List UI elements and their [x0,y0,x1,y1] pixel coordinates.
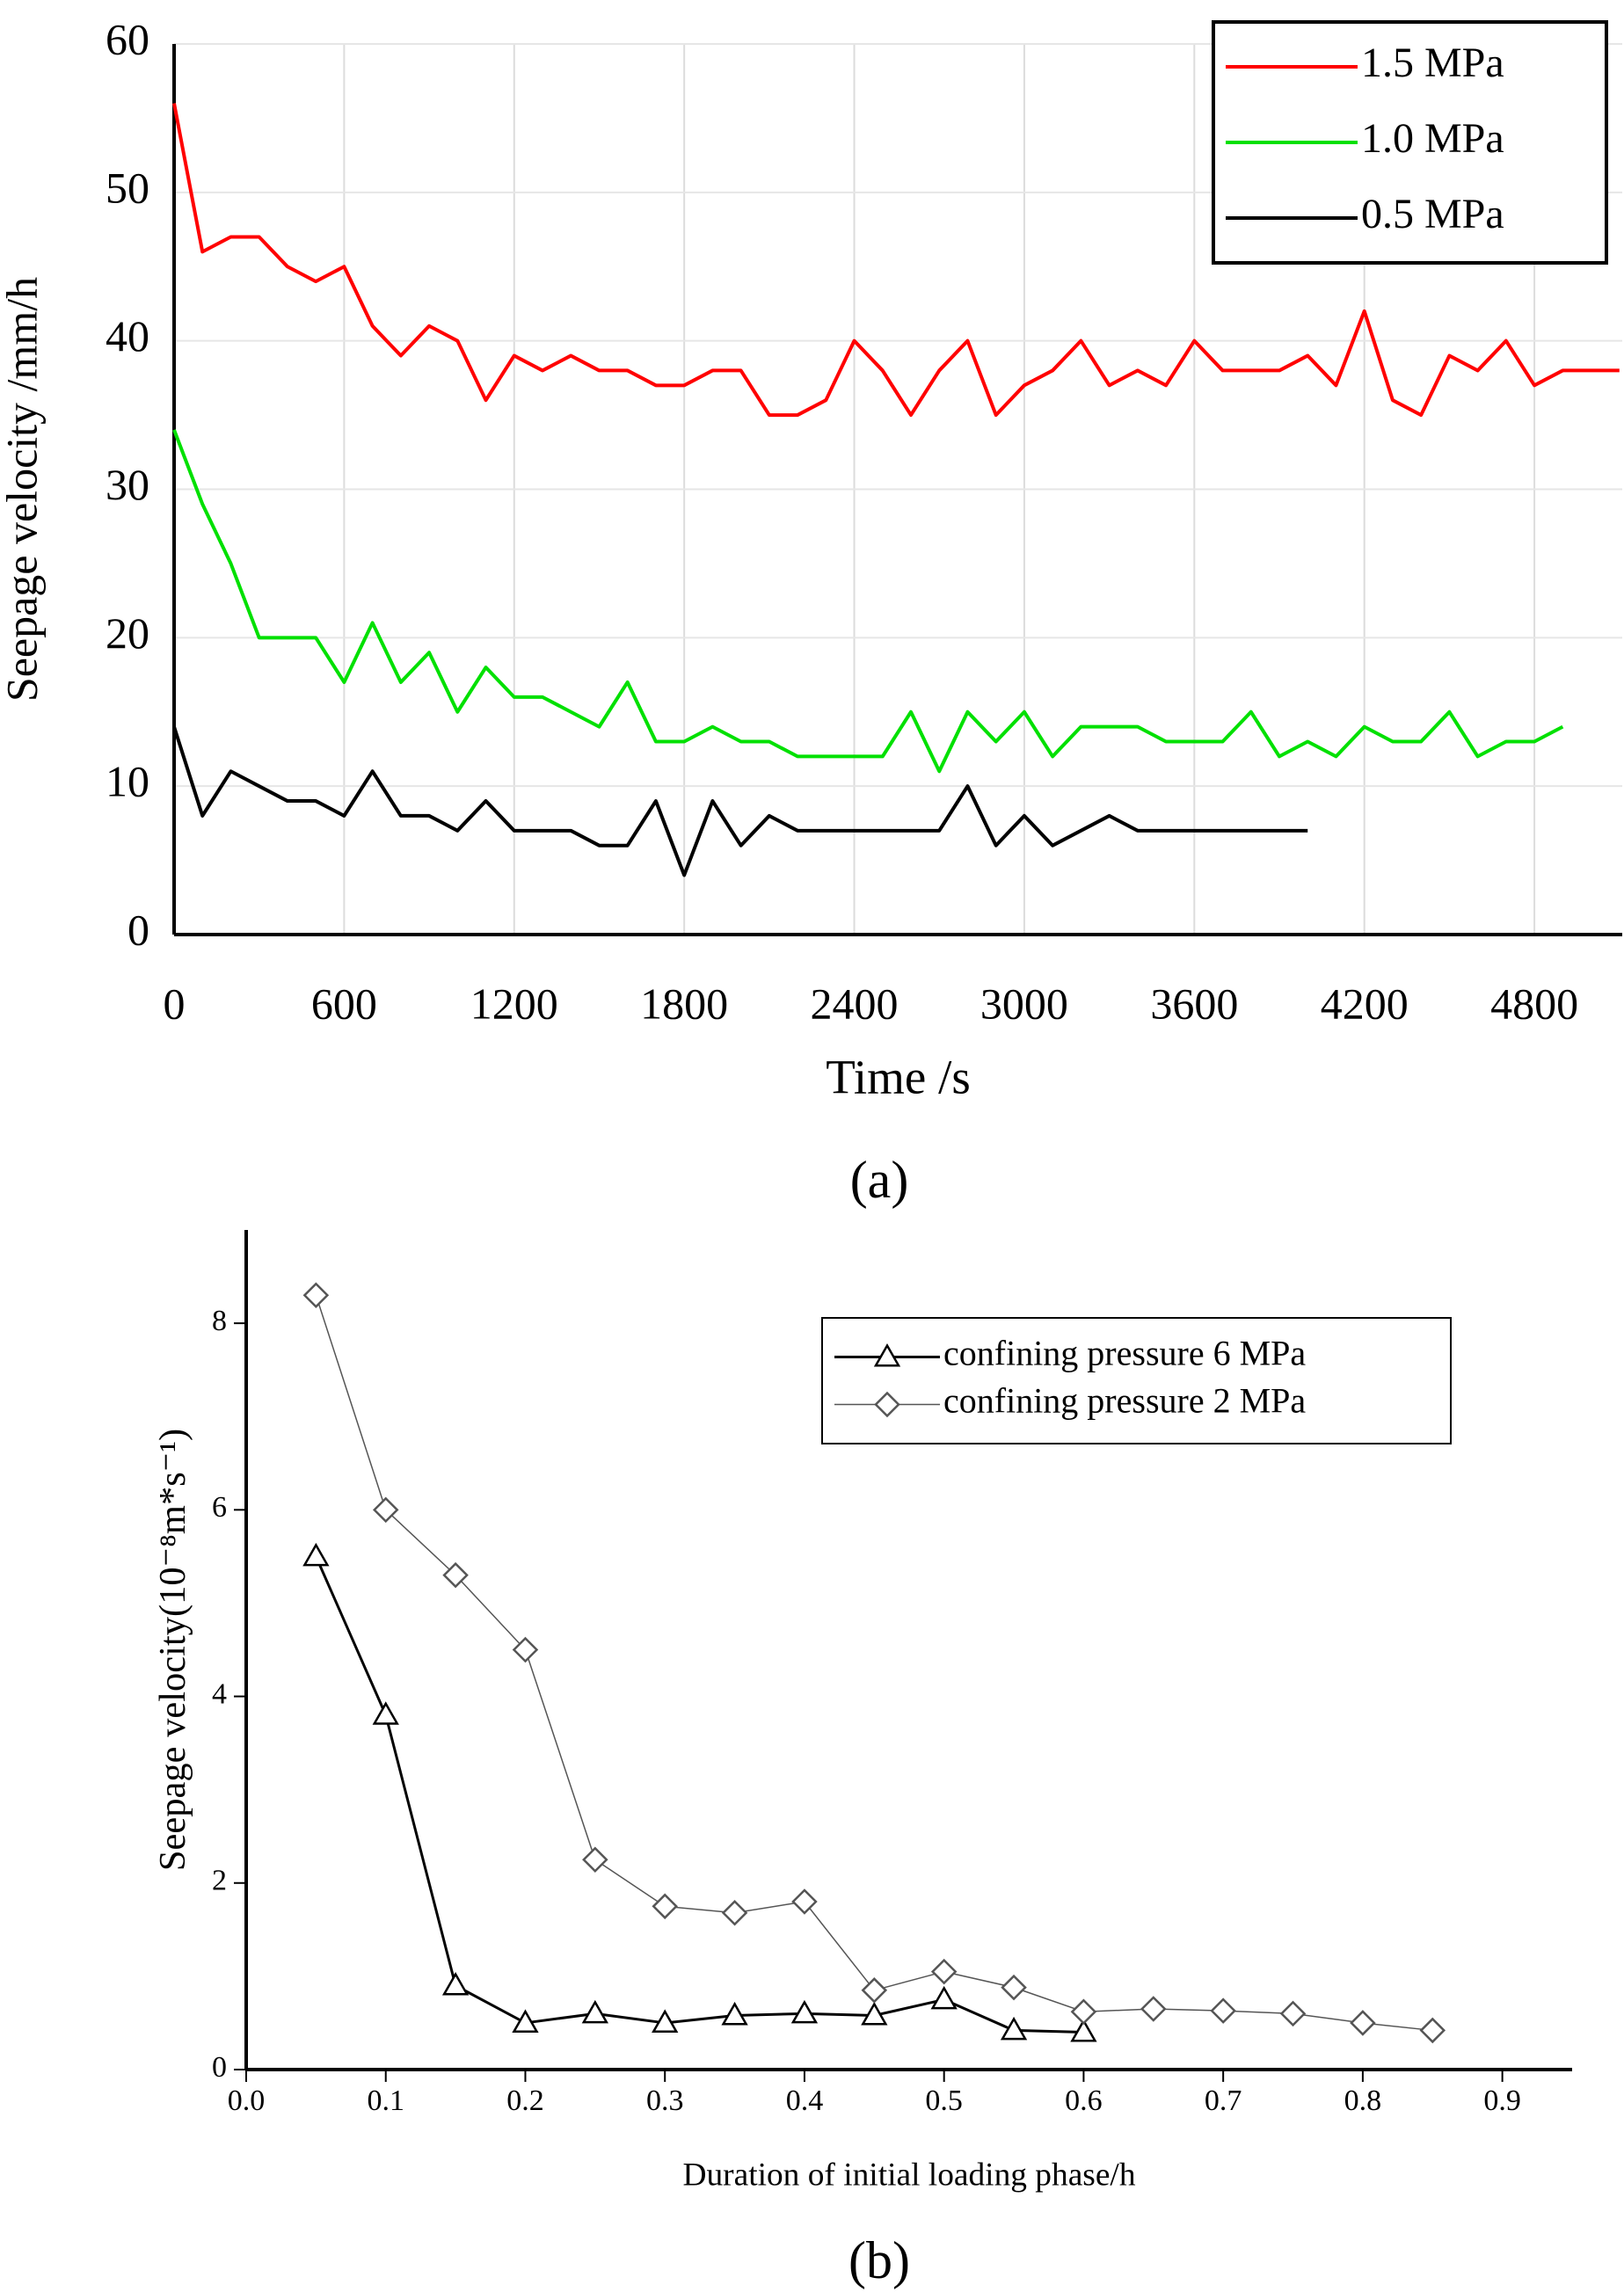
data-point [791,1888,818,1915]
data-point [930,1958,958,1985]
series-line [172,103,1620,418]
y-tick-label: 30 [106,460,149,509]
x-tick-label: 0.3 [646,2085,684,2117]
x-tick-label: 0.8 [1344,2085,1382,2117]
caption: (a) [850,1151,909,1209]
x-tick-label: 3000 [980,979,1068,1028]
series-line [314,1555,1084,2034]
legend-label: confining pressure 2 MPa [943,1381,1306,1421]
x-tick-label: 0.2 [506,2085,544,2117]
x-tick-label: 4200 [1321,979,1409,1028]
data-point [581,1999,608,2024]
legend-label: 1.5 MPa [1361,40,1504,86]
legend-marker [873,1342,901,1367]
data-point [302,1542,330,1567]
data-point [512,1636,539,1663]
data-point [652,1893,678,1920]
data-point [652,2009,679,2033]
x-tick-label: 4800 [1490,979,1578,1028]
y-axis-title: Seepage velocity(10⁻⁸m*s⁻¹) [152,1429,193,1871]
y-axis-title: Seepage velocity /mm/h [0,277,46,702]
legend-box [821,1317,1452,1444]
data-point [302,1282,330,1309]
x-tick-label: 0.1 [367,2085,404,2117]
y-tick-label: 0 [212,2051,227,2084]
x-tick-label: 0.0 [228,2085,266,2117]
series-line [172,726,1308,877]
data-point [1070,1998,1097,2025]
data-point [1140,1996,1167,2022]
series-line [172,429,1564,774]
x-axis-title: Time /s [826,1051,971,1104]
x-tick-label: 3600 [1150,979,1238,1028]
data-point [1279,2000,1307,2027]
x-tick-label: 0.4 [786,2085,824,2117]
data-point [930,1985,958,2010]
y-tick-label: 8 [212,1305,227,1337]
y-tick-label: 20 [106,608,149,658]
y-tick-label: 2 [212,1865,227,1897]
data-point [1350,2010,1376,2036]
legend-label: 1.0 MPa [1361,115,1504,162]
x-tick-label: 0.9 [1483,2085,1521,2117]
x-tick-label: 0 [164,979,186,1028]
legend-label: confining pressure 6 MPa [943,1334,1306,1373]
y-tick-label: 10 [106,757,149,806]
data-point [790,1999,819,2024]
data-point [721,1899,748,1926]
y-tick-label: 6 [212,1491,227,1524]
x-tick-label: 600 [311,979,377,1028]
x-tick-label: 2400 [811,979,899,1028]
data-point [372,1496,399,1524]
legend-marker [874,1391,900,1418]
x-tick-label: 0.5 [925,2085,963,2117]
data-point [441,1971,470,1996]
data-point [1210,1997,1236,2024]
y-tick-label: 60 [106,14,149,63]
data-point [512,2009,539,2033]
data-point [582,1846,608,1874]
y-tick-label: 0 [127,905,149,954]
x-tick-label: 1800 [640,979,728,1028]
y-tick-label: 50 [106,163,149,212]
x-tick-label: 0.7 [1205,2085,1242,2117]
data-point [372,1701,399,1725]
data-point [442,1561,469,1589]
data-point [861,2001,888,2026]
data-point [1419,2017,1446,2044]
x-tick-label: 1200 [470,979,558,1028]
data-point [1000,2016,1028,2041]
x-tick-label: 0.6 [1065,2085,1103,2117]
legend-label: 0.5 MPa [1361,191,1504,237]
y-tick-label: 4 [212,1677,227,1710]
y-tick-label: 40 [106,311,149,360]
data-point [1070,2019,1097,2042]
data-point [861,1977,888,2004]
data-point [1001,1974,1027,2001]
data-point [721,2001,748,2026]
x-axis-title: Duration of initial loading phase/h [682,2157,1135,2194]
caption: (b) [848,2231,910,2289]
